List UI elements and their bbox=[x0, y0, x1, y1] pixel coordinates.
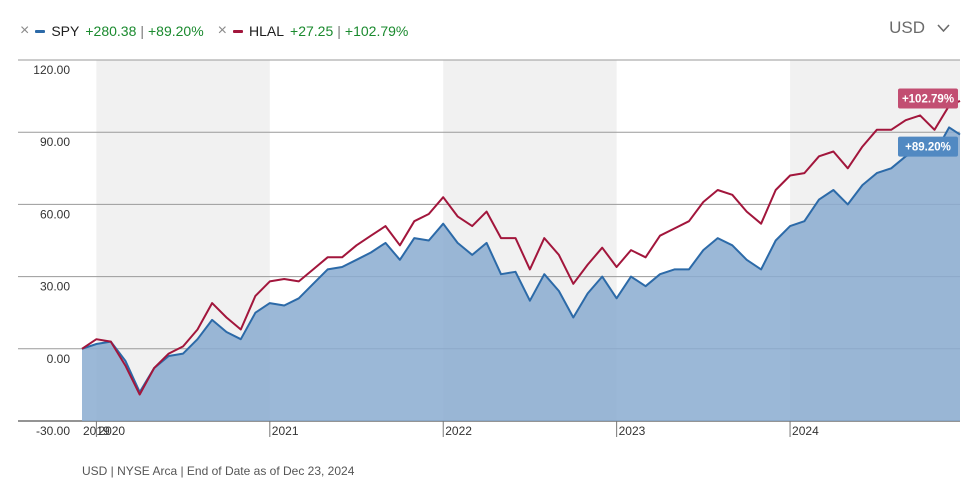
currency-selector[interactable]: USD bbox=[889, 18, 950, 38]
hlal-series-swatch bbox=[233, 29, 244, 33]
y-tick-label: 0.00 bbox=[47, 352, 71, 366]
x-tick-label: 2023 bbox=[619, 424, 646, 438]
legend: × SPY +280.38 | +89.20% × HLAL +27.25 | … bbox=[20, 20, 422, 42]
spy-end-label: +89.20% bbox=[905, 142, 951, 154]
spy-area bbox=[82, 127, 960, 422]
currency-label: USD bbox=[889, 18, 925, 37]
hlal-ticker[interactable]: HLAL bbox=[249, 23, 285, 39]
hlal-change: +27.25 bbox=[290, 23, 334, 39]
legend-item-hlal: × HLAL +27.25 | +102.79% bbox=[218, 22, 409, 40]
spy-change: +280.38 bbox=[85, 23, 137, 39]
hlal-end-label: +102.79% bbox=[902, 94, 954, 106]
spy-badge bbox=[898, 136, 958, 157]
x-tick-label: 2022 bbox=[445, 424, 472, 438]
x-tick-label: 2024 bbox=[792, 424, 819, 438]
y-tick-label: 90.00 bbox=[40, 135, 70, 149]
remove-spy-close-icon[interactable]: × bbox=[20, 22, 30, 39]
x-tick-label: 2021 bbox=[272, 424, 299, 438]
spy-ticker[interactable]: SPY bbox=[51, 23, 80, 39]
spy-pct-change: +89.20% bbox=[148, 23, 204, 39]
x-tick-label: 2020 bbox=[98, 424, 125, 438]
hlal-line bbox=[81, 99, 961, 396]
spy-line bbox=[81, 126, 961, 394]
hlal-badge bbox=[898, 88, 958, 109]
hlal-pct-change: +102.79% bbox=[344, 23, 409, 39]
chart-footer-note: USD | NYSE Arca | End of Date as of Dec … bbox=[82, 464, 355, 478]
remove-hlal-close-icon[interactable]: × bbox=[217, 22, 228, 39]
y-tick-label: 60.00 bbox=[40, 207, 70, 221]
separator: | bbox=[337, 23, 341, 39]
spy-series-swatch bbox=[35, 29, 46, 33]
separator: | bbox=[140, 23, 144, 39]
y-tick-label: 120.00 bbox=[33, 63, 70, 77]
legend-item-spy: × SPY +280.38 | +89.20% bbox=[20, 22, 204, 40]
chevron-down-icon bbox=[937, 21, 950, 36]
y-tick-label: -30.00 bbox=[36, 424, 70, 438]
y-tick-label: 30.00 bbox=[40, 280, 70, 294]
